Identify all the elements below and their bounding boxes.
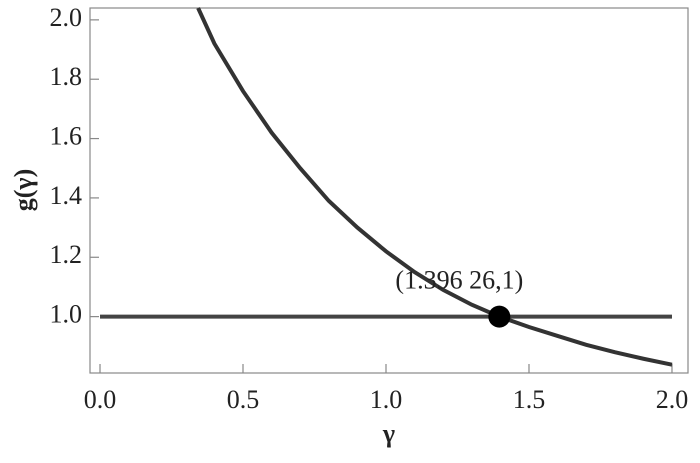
y-tick-label: 1.0 bbox=[50, 300, 83, 329]
y-tick-label: 1.2 bbox=[50, 240, 83, 269]
x-axis-label: γ bbox=[382, 419, 395, 448]
x-tick-label: 2.0 bbox=[656, 385, 689, 414]
x-tick-label: 1.5 bbox=[513, 385, 546, 414]
line bbox=[196, 7, 673, 367]
y-tick-label: 1.6 bbox=[50, 122, 83, 151]
frame bbox=[89, 7, 689, 374]
y-tick-label: 2.0 bbox=[50, 3, 83, 32]
y-tick-label: 1.4 bbox=[50, 181, 83, 210]
point bbox=[488, 305, 511, 328]
x-tick-label: 0.5 bbox=[227, 385, 260, 414]
y-axis-label: g(γ) bbox=[9, 169, 38, 211]
point-label: (1.396 26,1) bbox=[395, 266, 523, 295]
x-tick-label: 1.0 bbox=[370, 385, 403, 414]
x-tick-label: 0.0 bbox=[84, 385, 117, 414]
y-tick-label: 1.8 bbox=[50, 62, 83, 91]
